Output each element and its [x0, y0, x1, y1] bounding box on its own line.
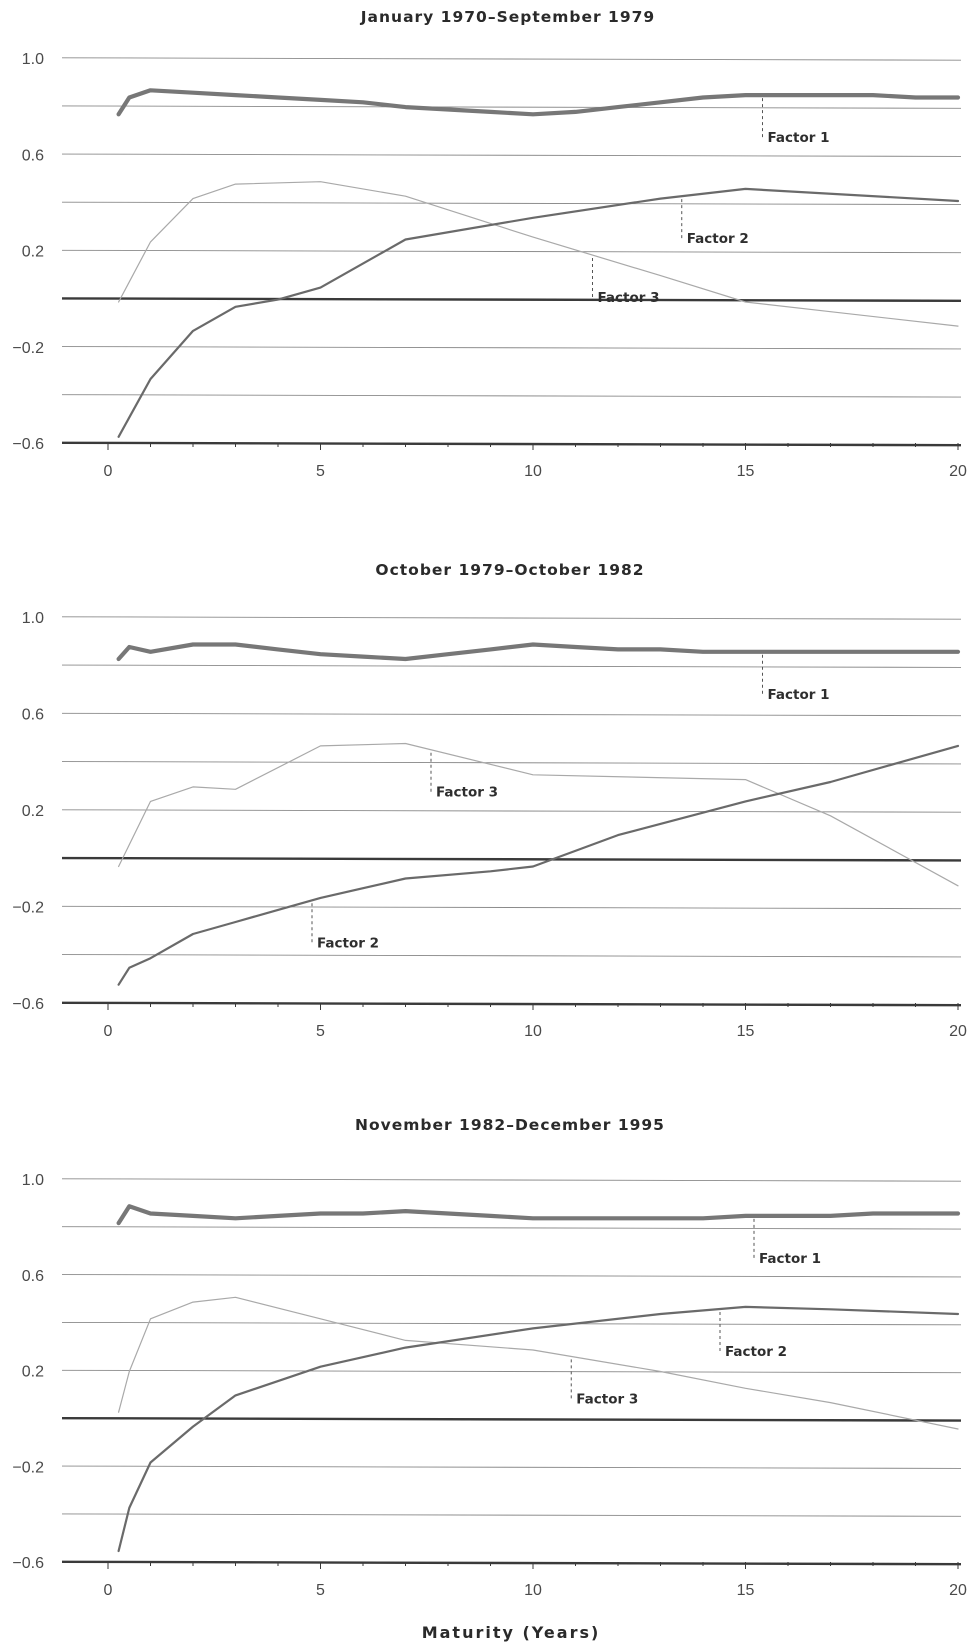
- x-tick-label: 10: [524, 463, 542, 480]
- panel-1970-1979: January 1970–September 1979 1.0 0.6 0.2 −0.…: [12, 8, 967, 480]
- gridline: [61, 249, 962, 254]
- series-lines: [116, 642, 961, 986]
- y-tick-label: 0.2: [22, 244, 44, 261]
- y-tick-label: 1.0: [22, 51, 44, 68]
- factor-labels: Factor 3 Factor 2 Factor 1: [311, 654, 830, 951]
- gridline: [61, 346, 962, 350]
- factor-3-label: Factor 3: [598, 290, 660, 306]
- gridline: [61, 1178, 962, 1182]
- gridline: [61, 664, 962, 668]
- gridline: [61, 153, 962, 157]
- factor-2-line: [117, 1305, 960, 1553]
- gridline: [61, 1369, 962, 1374]
- factor-2-line: [117, 187, 960, 438]
- x-tick-label: 15: [737, 463, 755, 480]
- x-tick-label: 0: [104, 1023, 113, 1040]
- x-tick-label: 0: [104, 1582, 113, 1599]
- gridline: [61, 761, 962, 765]
- y-tick-label: 0.6: [22, 707, 44, 724]
- factor-1-line: [116, 642, 961, 662]
- x-tick-label: 5: [316, 1582, 325, 1599]
- factor-2-label: Factor 2: [725, 1344, 787, 1360]
- x-axis-line: [61, 441, 962, 447]
- x-tick-label: 20: [949, 463, 967, 480]
- gridline: [61, 905, 962, 910]
- gridline: [61, 394, 962, 398]
- gridline: [61, 57, 962, 61]
- zero-line: [61, 297, 962, 303]
- gridlines: [61, 616, 962, 1007]
- gridline: [61, 1274, 962, 1278]
- gridlines: [61, 57, 962, 447]
- factor-1-line: [116, 88, 961, 117]
- x-tick-label: 10: [524, 1582, 542, 1599]
- series-lines: [116, 88, 961, 438]
- factor-1-label: Factor 1: [759, 1251, 821, 1267]
- y-tick-label: 1.0: [22, 610, 44, 627]
- y-tick-label: 0.6: [22, 1268, 44, 1285]
- factor-labels: Factor 3 Factor 2 Factor 1: [592, 98, 830, 306]
- zero-line: [61, 1416, 962, 1422]
- x-tick-label: 0: [104, 463, 113, 480]
- gridline: [61, 616, 962, 620]
- factor-1-line: [116, 1204, 961, 1226]
- y-tick-label: −0.6: [12, 996, 44, 1013]
- gridline: [61, 201, 962, 206]
- y-tick-label: −0.6: [12, 436, 44, 453]
- gridline: [61, 809, 962, 813]
- panel-title-1970-1979: January 1970–September 1979: [360, 8, 655, 26]
- series-lines: [116, 1204, 961, 1553]
- panel-1979-1982: October 1979–October 1982 1.0 0.6 0.2 −0.2 −…: [12, 561, 967, 1040]
- y-tick-label: 0.2: [22, 803, 44, 820]
- panel-title-1979-1982: October 1979–October 1982: [375, 561, 644, 579]
- panel-title-1982-1995: November 1982–December 1995: [355, 1116, 665, 1134]
- factor-1-label: Factor 1: [768, 687, 830, 703]
- axis-ticks: 1.0 0.6 0.2 −0.2 −0.6 0 5 10 15 20: [12, 610, 967, 1040]
- y-tick-label: −0.2: [12, 340, 44, 357]
- gridline: [61, 712, 962, 717]
- gridline: [61, 954, 962, 958]
- factor-labels: Factor 3 Factor 2 Factor 1: [570, 1218, 821, 1407]
- panel-1982-1995: November 1982–December 1995 1.0 0.6 0.2 −0.…: [12, 1116, 967, 1599]
- gridline: [61, 1465, 962, 1469]
- y-tick-label: −0.2: [12, 1459, 44, 1476]
- x-tick-label: 5: [316, 1023, 325, 1040]
- x-axis-title: Maturity (Years): [422, 1623, 601, 1642]
- y-tick-label: 0.6: [22, 147, 44, 164]
- factor-3-label: Factor 3: [436, 785, 498, 801]
- axis-ticks: 1.0 0.6 0.2 −0.2 −0.6 0 5 10 15 20: [12, 51, 967, 480]
- factor-2-label: Factor 2: [687, 231, 749, 247]
- gridline: [61, 1226, 962, 1230]
- gridlines: [61, 1178, 962, 1566]
- factor-1-label: Factor 1: [768, 130, 830, 146]
- factor-2-line: [117, 744, 960, 986]
- factor-3-line: [117, 1296, 959, 1430]
- axis-ticks: 1.0 0.6 0.2 −0.2 −0.6 0 5 10 15 20: [12, 1172, 967, 1599]
- gridline: [61, 1321, 962, 1326]
- gridline: [61, 1513, 962, 1517]
- x-axis-line: [61, 1560, 962, 1566]
- factor-3-line: [117, 181, 959, 327]
- gridline: [61, 105, 962, 109]
- x-tick-label: 10: [524, 1023, 542, 1040]
- y-tick-label: 0.2: [22, 1364, 44, 1381]
- factor-3-line: [117, 742, 959, 887]
- zero-line: [61, 856, 962, 862]
- x-tick-label: 20: [949, 1023, 967, 1040]
- x-axis-line: [61, 1001, 962, 1007]
- x-tick-label: 15: [737, 1023, 755, 1040]
- y-tick-label: −0.6: [12, 1555, 44, 1572]
- x-tick-label: 5: [316, 463, 325, 480]
- y-tick-label: 1.0: [22, 1172, 44, 1189]
- x-tick-label: 20: [949, 1582, 967, 1599]
- x-tick-label: 15: [737, 1582, 755, 1599]
- y-tick-label: −0.2: [12, 900, 44, 917]
- factor-2-label: Factor 2: [317, 935, 379, 951]
- factor-3-label: Factor 3: [576, 1391, 638, 1407]
